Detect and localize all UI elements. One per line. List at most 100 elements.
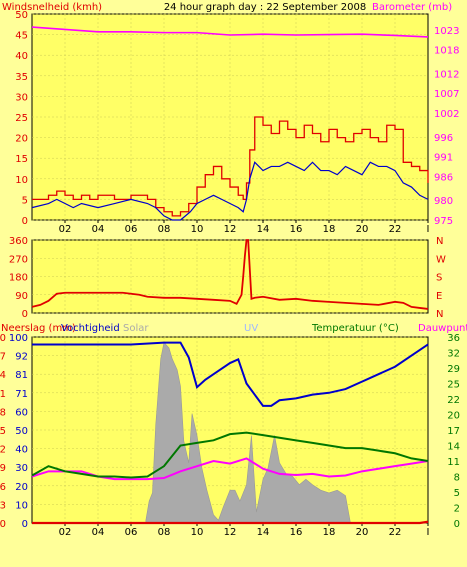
temperature-y-tick-label: 29	[447, 364, 460, 375]
temperature-y-tick-label: 25	[447, 380, 460, 391]
wind-panel-x-tick-label: 08	[158, 224, 171, 235]
temperature-series	[31, 431, 429, 479]
wind-speed-axis-label: Windsnelheid (kmh)	[2, 2, 102, 13]
rain-y-tick-label: 27	[0, 352, 6, 363]
wind-panel-y-tick-label: 0	[22, 216, 28, 227]
humidity-axis-label: Vochtigheid	[61, 323, 120, 334]
wind-panel-y-tick-label: 50	[15, 10, 28, 21]
wind-panel-x-tick-label: 02	[59, 224, 72, 235]
direction-y-tick-label: 90	[15, 291, 28, 302]
direction-compass-label: E	[436, 291, 442, 302]
wind-panel-y-tick-label: 10	[15, 175, 28, 186]
rain-y-tick-label: 30	[0, 333, 6, 344]
humidity-y-tick-label: 71	[15, 389, 28, 400]
wind-panel-x-tick-label: 22	[389, 224, 402, 235]
wind-panel-x-tick-label: 12	[224, 224, 237, 235]
wind-direction-series	[31, 239, 429, 310]
rain-y-tick-label: 18	[0, 407, 6, 418]
wind-panel-y-tick-label: 5	[22, 195, 28, 206]
barometer-y-tick-label: 1002	[434, 109, 459, 120]
wind-panel-y-tick-label: 40	[15, 51, 28, 62]
barometer-y-tick-label: 1012	[434, 69, 459, 80]
direction-y-tick-label: 180	[9, 273, 28, 284]
temp-panel-x-tick-label: 20	[356, 527, 369, 538]
direction-compass-label: N	[436, 236, 443, 247]
temperature-y-tick-label: 0	[454, 519, 460, 530]
humidity-y-tick-label: 100	[9, 333, 28, 344]
temp-panel-x-tick-label: 06	[125, 527, 138, 538]
direction-compass-label: N	[436, 309, 443, 320]
rain-y-tick-label: 0	[0, 519, 6, 530]
barometer-y-tick-label: 1018	[434, 46, 459, 57]
barometer-y-tick-label: 980	[434, 196, 453, 207]
rain-y-tick-label: 21	[0, 389, 6, 400]
humidity-y-tick-label: 0	[22, 519, 28, 530]
barometer-y-tick-label: 975	[434, 216, 453, 227]
barometer-axis-label: Barometer (mb)	[372, 2, 452, 13]
temperature-y-tick-label: 2	[454, 504, 460, 515]
temperature-y-tick-label: 11	[447, 457, 460, 468]
wind-panel-y-tick-label: 15	[15, 154, 28, 165]
temperature-y-tick-label: 32	[447, 349, 460, 360]
wind-panel-y-tick-label: 20	[15, 134, 28, 145]
barometer-y-tick-label: 1007	[434, 89, 459, 100]
barometer-y-tick-label: 986	[434, 172, 453, 183]
wind-panel-x-tick-label: 14	[257, 224, 270, 235]
solar-axis-label: Solar	[123, 323, 149, 334]
temp-panel-x-tick-label: 04	[92, 527, 105, 538]
temperature-y-tick-label: 17	[447, 426, 460, 437]
wind-panel-x-tick-label: 04	[92, 224, 105, 235]
humidity-y-tick-label: 10	[15, 500, 28, 511]
barometer-y-tick-label: 1023	[434, 26, 459, 37]
wind-gust-series	[32, 116, 429, 217]
humidity-y-tick-label: 60	[15, 407, 28, 418]
humidity-y-tick-label: 92	[15, 352, 28, 363]
wind-panel-x-tick-label: 06	[125, 224, 138, 235]
wind-panel-x-tick-label: 16	[290, 224, 303, 235]
temperature-y-tick-label: 36	[447, 333, 460, 344]
direction-y-tick-label: 270	[9, 254, 28, 265]
rain-y-tick-label: 15	[0, 426, 6, 437]
barometer-y-tick-label: 991	[434, 153, 453, 164]
humidity-y-tick-label: 20	[15, 482, 28, 493]
humidity-series	[32, 341, 429, 407]
barometer-series	[31, 26, 429, 38]
wind-panel-y-tick-label: 45	[15, 31, 28, 42]
temp-panel-x-tick-label: 18	[323, 527, 336, 538]
wind-panel-x-tick-label: 10	[191, 224, 204, 235]
temp-panel-x-tick-label: 10	[191, 527, 204, 538]
humidity-y-tick-label: 50	[15, 426, 28, 437]
humidity-y-tick-label: 40	[15, 445, 28, 456]
wind-panel-y-tick-label: 30	[15, 92, 28, 103]
temperature-y-tick-label: 5	[454, 488, 460, 499]
wind-average-series	[31, 161, 429, 221]
uv-axis-label: UV	[244, 323, 258, 334]
temp-panel-x-tick-label: I	[427, 527, 430, 538]
humidity-y-tick-label: 81	[15, 370, 28, 381]
chart-title: 24 hour graph day : 22 September 2008	[164, 2, 366, 13]
rain-y-tick-label: 3	[0, 500, 6, 511]
dewpoint-axis-label: Dauwpunt	[418, 323, 467, 334]
humidity-y-tick-label: 30	[15, 463, 28, 474]
direction-y-tick-label: 0	[22, 309, 28, 320]
temp-panel-x-tick-label: 08	[158, 527, 171, 538]
rain-y-tick-label: 6	[0, 482, 6, 493]
rain-y-tick-label: 12	[0, 445, 6, 456]
temperature-y-tick-label: 8	[454, 473, 460, 484]
temperature-y-tick-label: 14	[447, 442, 460, 453]
temperature-y-tick-label: 20	[447, 411, 460, 422]
temp-panel-x-tick-label: 22	[389, 527, 402, 538]
direction-y-tick-label: 360	[9, 236, 28, 247]
wind-panel-y-tick-label: 25	[15, 113, 28, 124]
barometer-y-tick-label: 996	[434, 133, 453, 144]
rain-series	[32, 520, 429, 525]
temperature-axis-label: Temperatuur (°C)	[311, 323, 399, 334]
temperature-y-tick-label: 22	[447, 395, 460, 406]
wind-panel-x-tick-label: I	[427, 224, 430, 235]
temp-panel-x-tick-label: 02	[59, 527, 72, 538]
direction-compass-label: W	[436, 254, 446, 265]
rain-y-tick-label: 9	[0, 463, 6, 474]
rain-y-tick-label: 24	[0, 370, 6, 381]
